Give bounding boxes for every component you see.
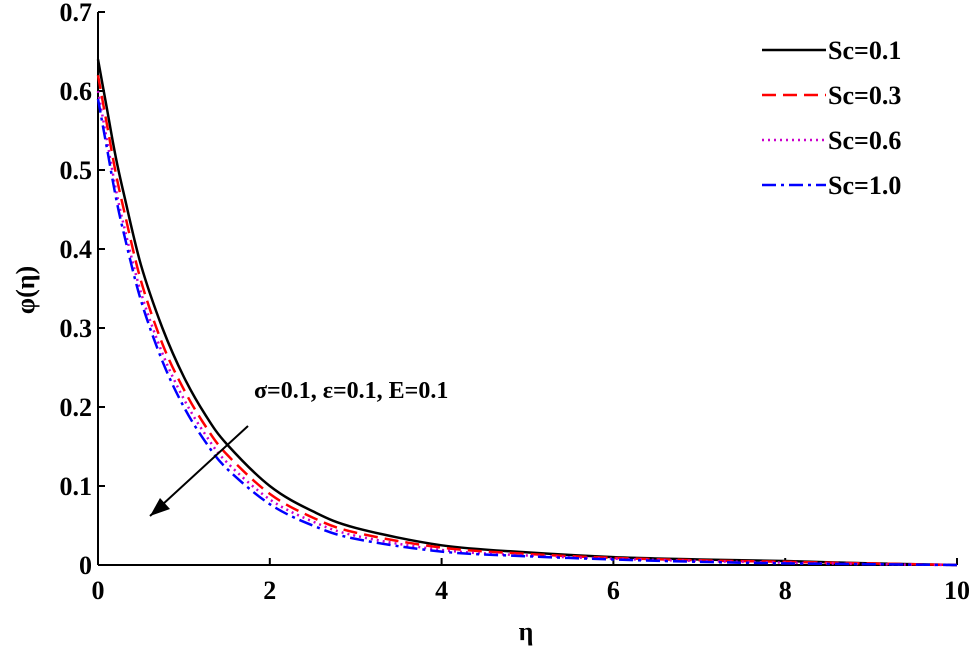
x-tick-label: 8: [779, 576, 792, 605]
y-tick-label: 0.2: [60, 393, 93, 422]
legend-label-0: Sc=0.1: [828, 36, 901, 65]
x-axis-label: η: [519, 617, 534, 646]
y-ticks: 0 0.1 0.2 0.3 0.4 0.5 0.6 0.7: [60, 0, 105, 580]
y-tick-label: 0.6: [60, 77, 93, 106]
series-line-0: [96, 59, 958, 567]
y-tick-label: 0.4: [60, 235, 93, 264]
x-tick-label: 6: [607, 576, 620, 605]
y-tick-label: 0.7: [60, 0, 93, 27]
y-tick-label: 0.5: [60, 156, 93, 185]
annotation-parameters: σ=0.1, ε=0.1, E=0.1: [254, 378, 448, 404]
annotation-arrow: [149, 425, 249, 517]
x-tick-label: 10: [944, 576, 970, 605]
y-tick-label: 0.1: [60, 472, 93, 501]
x-ticks: 0 2 4 6 8 10: [92, 558, 970, 605]
series-lines: [96, 59, 958, 567]
legend-label-3: Sc=1.0: [828, 171, 901, 200]
legend-label-1: Sc=0.3: [828, 81, 901, 110]
x-tick-label: 0: [92, 576, 105, 605]
legend: Sc=0.1 Sc=0.3 Sc=0.6 Sc=1.0: [762, 36, 901, 200]
y-tick-label: 0.3: [60, 314, 93, 343]
y-axis-label: φ(η): [11, 266, 40, 314]
x-tick-label: 2: [263, 576, 276, 605]
series-line-3: [96, 98, 958, 567]
series-line-2: [96, 90, 958, 567]
series-line-1: [96, 74, 958, 567]
legend-label-2: Sc=0.6: [828, 126, 901, 155]
y-tick-label: 0: [79, 551, 92, 580]
x-tick-label: 4: [435, 576, 448, 605]
